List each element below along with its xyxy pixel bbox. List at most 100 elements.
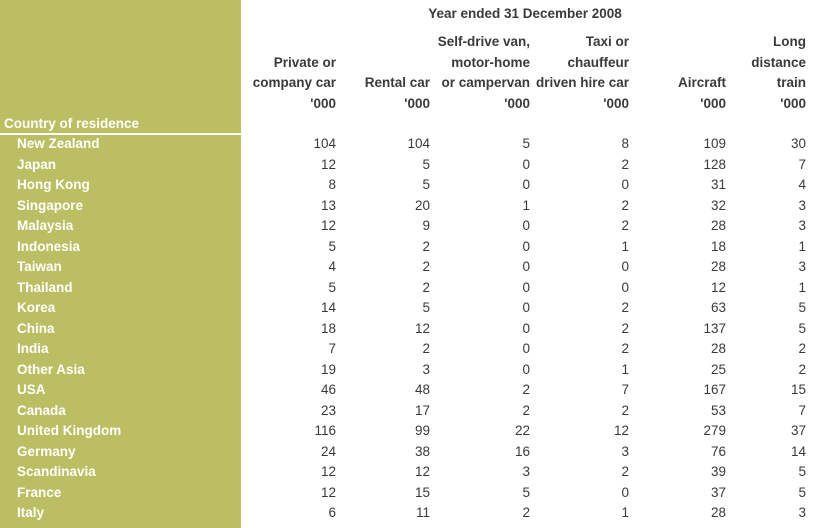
table-cell: 7 <box>798 156 806 172</box>
table-cell: 0 <box>522 177 530 192</box>
table-cell: 99 <box>414 423 430 438</box>
column-header: Rental car '000 <box>350 38 430 114</box>
country-name: Japan <box>17 156 57 172</box>
table-cell: 48 <box>414 382 430 397</box>
table-cell: 30 <box>790 136 806 151</box>
table-cell: 15 <box>790 382 806 397</box>
table-cell: 0 <box>621 279 629 295</box>
table-cell: 5 <box>798 484 806 500</box>
table-cell: 2 <box>621 464 629 479</box>
table-row: Other Asia 19 3 0 1 25 2 <box>0 360 827 381</box>
table-cell: 8 <box>328 177 336 192</box>
table-row: Hong Kong 8 5 0 0 31 4 <box>0 175 827 196</box>
table-cell: 32 <box>710 197 726 213</box>
country-name: New Zealand <box>17 136 100 151</box>
table-row: Thailand 5 2 0 0 12 1 <box>0 278 827 299</box>
table-cell: 3 <box>798 197 806 213</box>
table-cell: 2 <box>621 341 629 356</box>
table-cell: 3 <box>798 505 806 520</box>
table-cell: 0 <box>522 361 530 377</box>
country-column-header: Country of residence <box>4 116 140 131</box>
table-cell: 279 <box>703 423 726 438</box>
table-cell: 0 <box>522 238 530 254</box>
country-name: France <box>17 484 62 500</box>
table-cell: 2 <box>798 361 806 377</box>
table-cell: 25 <box>710 361 726 377</box>
table-row: Canada 23 17 2 2 53 7 <box>0 401 827 422</box>
table-cell: 7 <box>328 341 336 356</box>
table-cell: 1 <box>798 279 806 295</box>
country-name: Taiwan <box>17 259 62 274</box>
column-header: Private or company car '000 <box>236 38 336 114</box>
column-header-line: train <box>776 75 806 90</box>
column-header-line: '000 <box>700 95 726 111</box>
country-name: Germany <box>17 443 76 459</box>
table-cell: 16 <box>514 443 530 459</box>
table-cell: 22 <box>514 423 530 438</box>
table-cell: 2 <box>422 259 430 274</box>
table-cell: 1 <box>621 238 629 254</box>
country-sidebar <box>0 0 241 528</box>
table-cell: 3 <box>422 361 430 377</box>
country-name: Korea <box>17 300 56 315</box>
table-cell: 28 <box>710 341 726 356</box>
table-cell: 2 <box>621 197 629 213</box>
table-cell: 13 <box>320 197 336 213</box>
table-cell: 1 <box>522 197 530 213</box>
table-cell: 3 <box>798 218 806 233</box>
table-cell: 0 <box>522 259 530 274</box>
table-cell: 20 <box>414 197 430 213</box>
table-cell: 2 <box>621 320 629 336</box>
table-cell: 1 <box>798 238 806 254</box>
year-title: Year ended 31 December 2008 <box>428 6 622 21</box>
table-cell: 1 <box>621 361 629 377</box>
table-cell: 18 <box>320 320 336 336</box>
column-header: Long distance train '000 <box>726 34 806 114</box>
column-header-line: chauffeur <box>567 54 629 70</box>
table-cell: 12 <box>613 423 629 438</box>
column-header: Aircraft '000 <box>646 38 726 114</box>
table-cell: 2 <box>522 505 530 520</box>
table-cell: 31 <box>710 177 726 192</box>
table-cell: 167 <box>703 382 726 397</box>
table-cell: 18 <box>710 238 726 254</box>
table-cell: 104 <box>313 136 336 151</box>
country-name: India <box>17 341 49 356</box>
table-cell: 46 <box>320 382 336 397</box>
column-header-line: Self-drive van, <box>437 34 530 49</box>
column-header-line: Rental car <box>364 75 430 90</box>
table-body: New Zealand 104 104 5 8 109 30 Japan 12 5 0 2 128 7 Ho… <box>0 134 827 524</box>
table-row: Singapore 13 20 1 2 32 3 <box>0 196 827 217</box>
column-header-line: Aircraft <box>677 75 726 90</box>
country-name: Hong Kong <box>17 177 90 192</box>
table-row: New Zealand 104 104 5 8 109 30 <box>0 134 827 155</box>
table-cell: 76 <box>710 443 726 459</box>
column-header-line: distance <box>751 54 806 70</box>
table-cell: 12 <box>320 484 336 500</box>
table-row: Germany 24 38 16 3 76 14 <box>0 442 827 463</box>
country-name: USA <box>17 382 46 397</box>
table-cell: 2 <box>621 402 629 418</box>
table-cell: 28 <box>710 259 726 274</box>
table-cell: 4 <box>798 177 806 192</box>
table-row: Malaysia 12 9 0 2 28 3 <box>0 216 827 237</box>
table-cell: 12 <box>414 320 430 336</box>
table-cell: 17 <box>414 402 430 418</box>
table-cell: 2 <box>422 238 430 254</box>
table-cell: 2 <box>422 279 430 295</box>
table-row: Italy 6 11 2 1 28 3 <box>0 503 827 524</box>
table-cell: 0 <box>522 218 530 233</box>
table-cell: 0 <box>522 300 530 315</box>
table-cell: 7 <box>798 402 806 418</box>
table-row: India 7 2 0 2 28 2 <box>0 339 827 360</box>
table-cell: 2 <box>621 218 629 233</box>
table-cell: 0 <box>621 177 629 192</box>
table-row: United Kingdom 116 99 22 12 279 37 <box>0 421 827 442</box>
table-cell: 12 <box>710 279 726 295</box>
column-header-line: driven hire car <box>535 75 629 90</box>
table-row: Japan 12 5 0 2 128 7 <box>0 155 827 176</box>
country-name: Indonesia <box>17 238 81 254</box>
table-cell: 104 <box>407 136 430 151</box>
table-cell: 0 <box>621 259 629 274</box>
